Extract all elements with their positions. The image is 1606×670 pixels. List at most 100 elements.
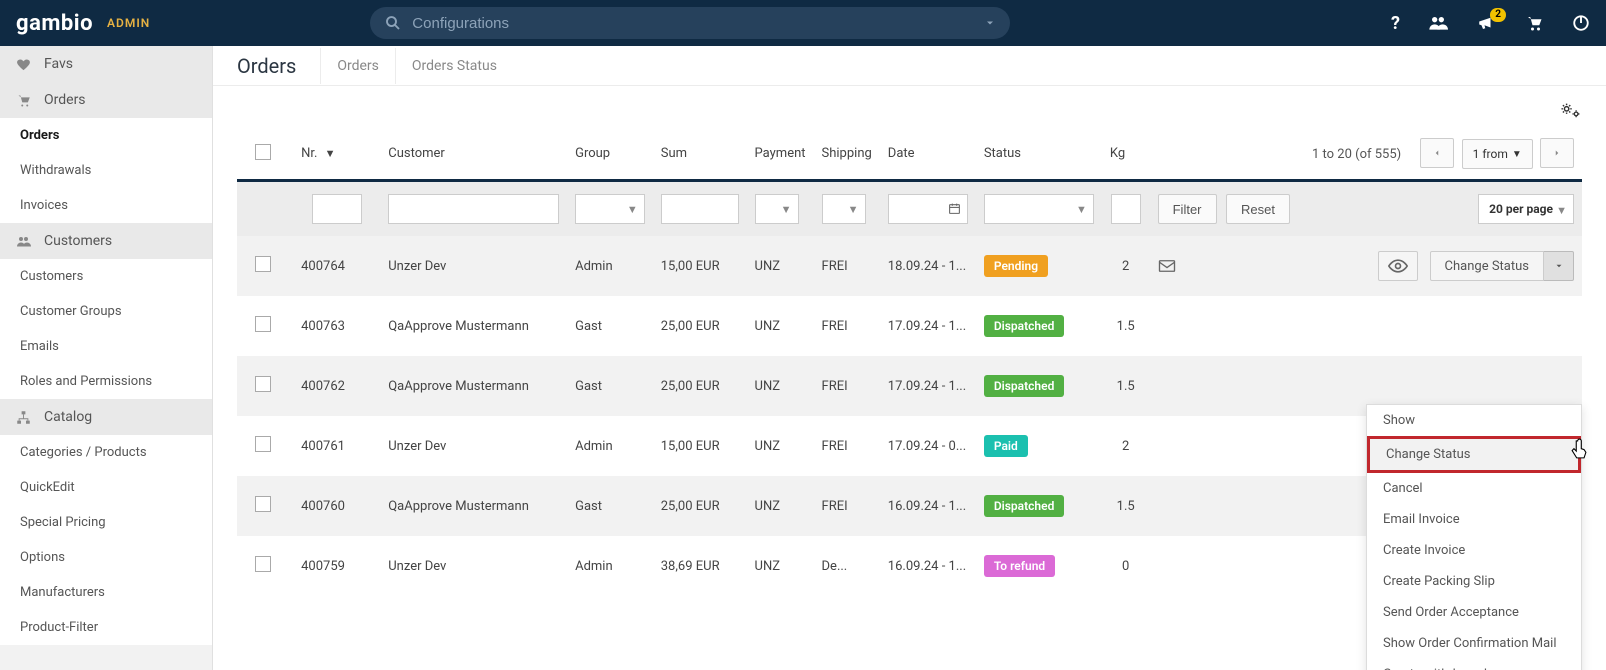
row-dropdown-toggle[interactable] [1544, 251, 1574, 281]
envelope-icon[interactable] [1158, 259, 1296, 273]
sidebar-orders-header[interactable]: Orders [0, 82, 212, 118]
col-payment[interactable]: Payment [747, 128, 814, 181]
tab-orders[interactable]: Orders [320, 48, 395, 84]
filter-nr[interactable] [312, 194, 362, 224]
cell-status: Paid [976, 416, 1102, 476]
row-checkbox[interactable] [255, 436, 271, 452]
col-customer[interactable]: Customer [380, 128, 567, 181]
cell-customer: Unzer Dev [380, 236, 567, 296]
table-header-row: Nr. ▼ Customer Group Sum Payment Shippin… [237, 128, 1582, 181]
pager-next[interactable] [1540, 138, 1574, 168]
view-button[interactable] [1378, 251, 1418, 281]
search-input[interactable] [370, 7, 1010, 39]
dropdown-item[interactable]: Change Status [1367, 436, 1581, 473]
dropdown-item[interactable]: Show [1367, 405, 1581, 436]
cell-shipping: FREI [814, 236, 880, 296]
filter-customer[interactable] [388, 194, 559, 224]
search-wrap [370, 7, 1010, 39]
row-checkbox[interactable] [255, 556, 271, 572]
cell-envelope [1150, 236, 1304, 296]
cell-group: Gast [567, 476, 653, 536]
filter-shipping[interactable]: ▼ [822, 194, 866, 224]
filter-date[interactable] [888, 194, 968, 224]
dropdown-item[interactable]: Send Order Acceptance [1367, 597, 1581, 628]
sidebar-item-orders[interactable]: Orders [0, 118, 212, 153]
filter-sum[interactable] [661, 194, 739, 224]
sidebar-favs[interactable]: Favs [0, 46, 212, 82]
col-label: Customer [388, 146, 445, 161]
dropdown-item[interactable]: Create withdrawal [1367, 659, 1581, 670]
pager-prev[interactable] [1420, 138, 1454, 168]
col-date[interactable]: Date [880, 128, 976, 181]
dropdown-item[interactable]: Email Invoice [1367, 504, 1581, 535]
sidebar-item-customers[interactable]: Customers [0, 259, 212, 294]
table-row[interactable]: 400764 Unzer Dev Admin 15,00 EUR UNZ FRE… [237, 236, 1582, 296]
cell-customer: QaApprove Mustermann [380, 356, 567, 416]
perpage-select[interactable]: 20 per page▼ [1478, 194, 1574, 224]
sidebar-item-customer-groups[interactable]: Customer Groups [0, 294, 212, 329]
chevron-down-icon: ▼ [627, 203, 638, 216]
dropdown-item[interactable]: Cancel [1367, 473, 1581, 504]
col-kg[interactable]: Kg [1102, 128, 1150, 181]
sidebar-item-withdrawals[interactable]: Withdrawals [0, 153, 212, 188]
users-icon[interactable] [1428, 14, 1448, 32]
tab-orders-status[interactable]: Orders Status [395, 48, 513, 84]
sidebar-item-manufacturers[interactable]: Manufacturers [0, 575, 212, 610]
row-checkbox[interactable] [255, 256, 271, 272]
cell-date: 16.09.24 - 1... [880, 476, 976, 536]
power-icon[interactable] [1572, 14, 1590, 32]
col-sum[interactable]: Sum [653, 128, 747, 181]
cell-sum: 38,69 EUR [653, 536, 747, 596]
cell-payment: UNZ [747, 476, 814, 536]
sidebar-customers-header[interactable]: Customers [0, 223, 212, 259]
settings-icon[interactable] [1560, 102, 1582, 120]
filter-payment[interactable]: ▼ [755, 194, 799, 224]
sidebar-item-label: Withdrawals [20, 163, 91, 178]
page-title: Orders [213, 54, 320, 78]
sidebar-catalog-header[interactable]: Catalog [0, 399, 212, 435]
announce-icon[interactable]: 2 [1476, 14, 1496, 32]
sidebar-item-roles[interactable]: Roles and Permissions [0, 364, 212, 399]
sidebar-item-categories[interactable]: Categories / Products [0, 435, 212, 470]
cell-sum: 25,00 EUR [653, 356, 747, 416]
col-nr[interactable]: Nr. ▼ [293, 128, 380, 181]
sidebar-item-label: QuickEdit [20, 480, 75, 495]
filter-status[interactable]: ▼ [984, 194, 1094, 224]
dropdown-item[interactable]: Create Invoice [1367, 535, 1581, 566]
change-status-button[interactable]: Change Status [1430, 251, 1544, 281]
dropdown-item[interactable]: Create Packing Slip [1367, 566, 1581, 597]
sidebar-item-product-filter[interactable]: Product-Filter [0, 610, 212, 645]
cell-group: Gast [567, 296, 653, 356]
filter-group[interactable]: ▼ [575, 194, 645, 224]
sidebar-item-special-pricing[interactable]: Special Pricing [0, 505, 212, 540]
sidebar-item-options[interactable]: Options [0, 540, 212, 575]
filter-button[interactable]: Filter [1158, 194, 1217, 224]
col-status[interactable]: Status [976, 128, 1102, 181]
cell-customer: Unzer Dev [380, 536, 567, 596]
sidebar-item-label: Orders [20, 128, 59, 143]
sitemap-icon [16, 410, 34, 425]
status-badge: Dispatched [984, 315, 1065, 337]
row-checkbox[interactable] [255, 376, 271, 392]
pager-page-select[interactable]: 1 from ▼ [1462, 139, 1533, 169]
chevron-down-icon[interactable] [984, 17, 996, 29]
row-checkbox[interactable] [255, 496, 271, 512]
cart-icon [16, 93, 34, 108]
cell-nr: 400762 [293, 356, 380, 416]
pager-from-label: 1 from [1473, 147, 1508, 161]
table-row[interactable]: 400763 QaApprove Mustermann Gast 25,00 E… [237, 296, 1582, 356]
sidebar-item-invoices[interactable]: Invoices [0, 188, 212, 223]
sidebar-item-emails[interactable]: Emails [0, 329, 212, 364]
sidebar-item-label: Product-Filter [20, 620, 98, 635]
dropdown-item[interactable]: Show Order Confirmation Mail [1367, 628, 1581, 659]
filter-kg[interactable] [1111, 194, 1141, 224]
col-group[interactable]: Group [567, 128, 653, 181]
sidebar-item-quickedit[interactable]: QuickEdit [0, 470, 212, 505]
reset-button[interactable]: Reset [1226, 194, 1290, 224]
select-all-checkbox[interactable] [255, 144, 271, 160]
col-shipping[interactable]: Shipping [814, 128, 880, 181]
calendar-icon [948, 202, 961, 215]
help-icon[interactable]: ? [1391, 13, 1400, 34]
cart-icon[interactable] [1524, 14, 1544, 32]
row-checkbox[interactable] [255, 316, 271, 332]
